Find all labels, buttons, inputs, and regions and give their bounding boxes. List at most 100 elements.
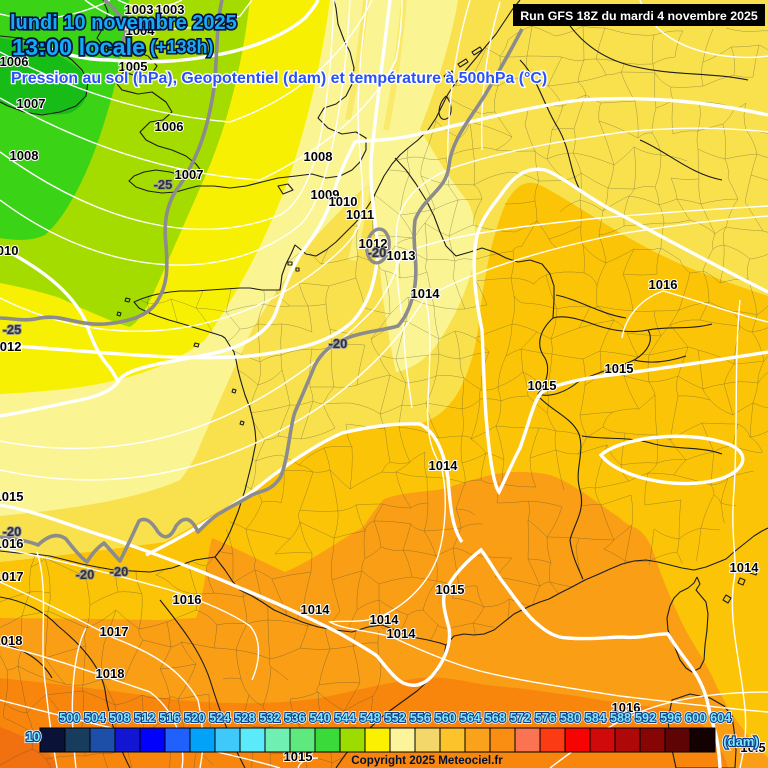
svg-text:1013: 1013 xyxy=(387,248,416,263)
svg-text:520: 520 xyxy=(184,711,205,725)
svg-text:-20: -20 xyxy=(76,567,95,582)
svg-text:1007: 1007 xyxy=(175,167,204,182)
svg-text:1003: 1003 xyxy=(156,2,185,17)
svg-text:1003: 1003 xyxy=(125,2,154,17)
svg-text:10: 10 xyxy=(26,729,40,744)
svg-text:596: 596 xyxy=(660,711,681,725)
svg-text:504: 504 xyxy=(84,711,105,725)
svg-text:1007: 1007 xyxy=(17,96,46,111)
svg-text:1016: 1016 xyxy=(0,536,23,551)
svg-text:1015: 1015 xyxy=(528,378,557,393)
svg-text:572: 572 xyxy=(510,711,531,725)
svg-text:516: 516 xyxy=(159,711,180,725)
svg-text:1014: 1014 xyxy=(411,286,441,301)
svg-text:500: 500 xyxy=(59,711,80,725)
svg-text:1012: 1012 xyxy=(0,339,21,354)
svg-text:Run GFS 18Z du mardi 4 novembr: Run GFS 18Z du mardi 4 novembre 2025 xyxy=(520,9,758,23)
svg-text:1016: 1016 xyxy=(173,592,202,607)
svg-text:520: 520 xyxy=(184,711,205,725)
svg-text:604: 604 xyxy=(710,711,731,725)
svg-text:580: 580 xyxy=(560,711,581,725)
svg-text:508: 508 xyxy=(109,711,130,725)
svg-text:576: 576 xyxy=(535,711,556,725)
svg-text:-20: -20 xyxy=(368,245,387,260)
svg-text:1008: 1008 xyxy=(304,149,333,164)
svg-text:(dam): (dam) xyxy=(723,734,758,749)
svg-text:1015: 1015 xyxy=(436,582,465,597)
svg-text:1017: 1017 xyxy=(0,569,23,584)
svg-text:568: 568 xyxy=(485,711,506,725)
svg-text:532: 532 xyxy=(259,711,280,725)
svg-text:512: 512 xyxy=(134,711,155,725)
svg-text:584: 584 xyxy=(585,711,606,725)
svg-text:580: 580 xyxy=(560,711,581,725)
svg-text:588: 588 xyxy=(610,711,631,725)
svg-text:1017: 1017 xyxy=(100,624,129,639)
svg-text:600: 600 xyxy=(685,711,706,725)
svg-text:512: 512 xyxy=(134,711,155,725)
svg-text:588: 588 xyxy=(610,711,631,725)
svg-text:10.5: 10.5 xyxy=(740,740,765,755)
svg-text:1004: 1004 xyxy=(126,23,156,38)
svg-text:Pression au sol (hPa), Geopote: Pression au sol (hPa), Geopotentiel (dam… xyxy=(11,70,547,87)
svg-text:-25: -25 xyxy=(3,322,22,337)
svg-text:500: 500 xyxy=(59,711,80,725)
svg-text:552: 552 xyxy=(385,711,406,725)
svg-text:10: 10 xyxy=(26,729,40,744)
svg-text:516: 516 xyxy=(159,711,180,725)
svg-text:1016: 1016 xyxy=(612,700,641,715)
svg-text:564: 564 xyxy=(460,711,481,725)
svg-text:lundi 10 novembre 2025: lundi 10 novembre 2025 xyxy=(10,12,237,34)
svg-text:1014: 1014 xyxy=(370,612,400,627)
svg-text:1010: 1010 xyxy=(329,194,358,209)
svg-text:1014: 1014 xyxy=(301,602,331,617)
svg-text:560: 560 xyxy=(435,711,456,725)
svg-text:540: 540 xyxy=(309,711,330,725)
svg-text:536: 536 xyxy=(284,711,305,725)
svg-text:508: 508 xyxy=(109,711,130,725)
svg-text:1015: 1015 xyxy=(605,361,634,376)
svg-text:(+138h): (+138h) xyxy=(150,37,214,57)
svg-text:592: 592 xyxy=(635,711,656,725)
svg-text:532: 532 xyxy=(259,711,280,725)
svg-text:524: 524 xyxy=(209,711,230,725)
svg-text:540: 540 xyxy=(309,711,330,725)
svg-text:600: 600 xyxy=(685,711,706,725)
svg-text:576: 576 xyxy=(535,711,556,725)
svg-text:552: 552 xyxy=(385,711,406,725)
svg-text:-20: -20 xyxy=(3,524,22,539)
svg-text:528: 528 xyxy=(234,711,255,725)
svg-text:1014: 1014 xyxy=(387,626,417,641)
svg-text:1018: 1018 xyxy=(0,633,22,648)
svg-text:568: 568 xyxy=(485,711,506,725)
svg-text:-25: -25 xyxy=(154,177,173,192)
svg-text:-20: -20 xyxy=(110,564,129,579)
svg-text:1018: 1018 xyxy=(96,666,125,681)
svg-text:1006: 1006 xyxy=(0,54,28,69)
svg-text:524: 524 xyxy=(209,711,230,725)
svg-text:1014: 1014 xyxy=(730,560,760,575)
svg-text:564: 564 xyxy=(460,711,481,725)
svg-text:548: 548 xyxy=(360,711,381,725)
svg-text:556: 556 xyxy=(410,711,431,725)
svg-text:13:00 locale: 13:00 locale xyxy=(12,34,145,60)
svg-text:1011: 1011 xyxy=(346,207,374,222)
svg-text:1015: 1015 xyxy=(0,489,23,504)
svg-text:1009: 1009 xyxy=(311,187,340,202)
svg-text:556: 556 xyxy=(410,711,431,725)
svg-text:1008: 1008 xyxy=(10,148,39,163)
svg-text:544: 544 xyxy=(334,711,355,725)
svg-text:536: 536 xyxy=(284,711,305,725)
svg-text:1005: 1005 xyxy=(119,59,148,74)
svg-text:604: 604 xyxy=(710,711,731,725)
svg-text:1012: 1012 xyxy=(359,236,388,251)
svg-text:504: 504 xyxy=(84,711,105,725)
svg-text:544: 544 xyxy=(334,711,355,725)
svg-text:572: 572 xyxy=(510,711,531,725)
svg-text:584: 584 xyxy=(585,711,606,725)
svg-text:592: 592 xyxy=(635,711,656,725)
svg-text:1016: 1016 xyxy=(649,277,678,292)
svg-text:-20: -20 xyxy=(329,336,348,351)
svg-text:596: 596 xyxy=(660,711,681,725)
svg-text:(dam): (dam) xyxy=(723,734,758,749)
